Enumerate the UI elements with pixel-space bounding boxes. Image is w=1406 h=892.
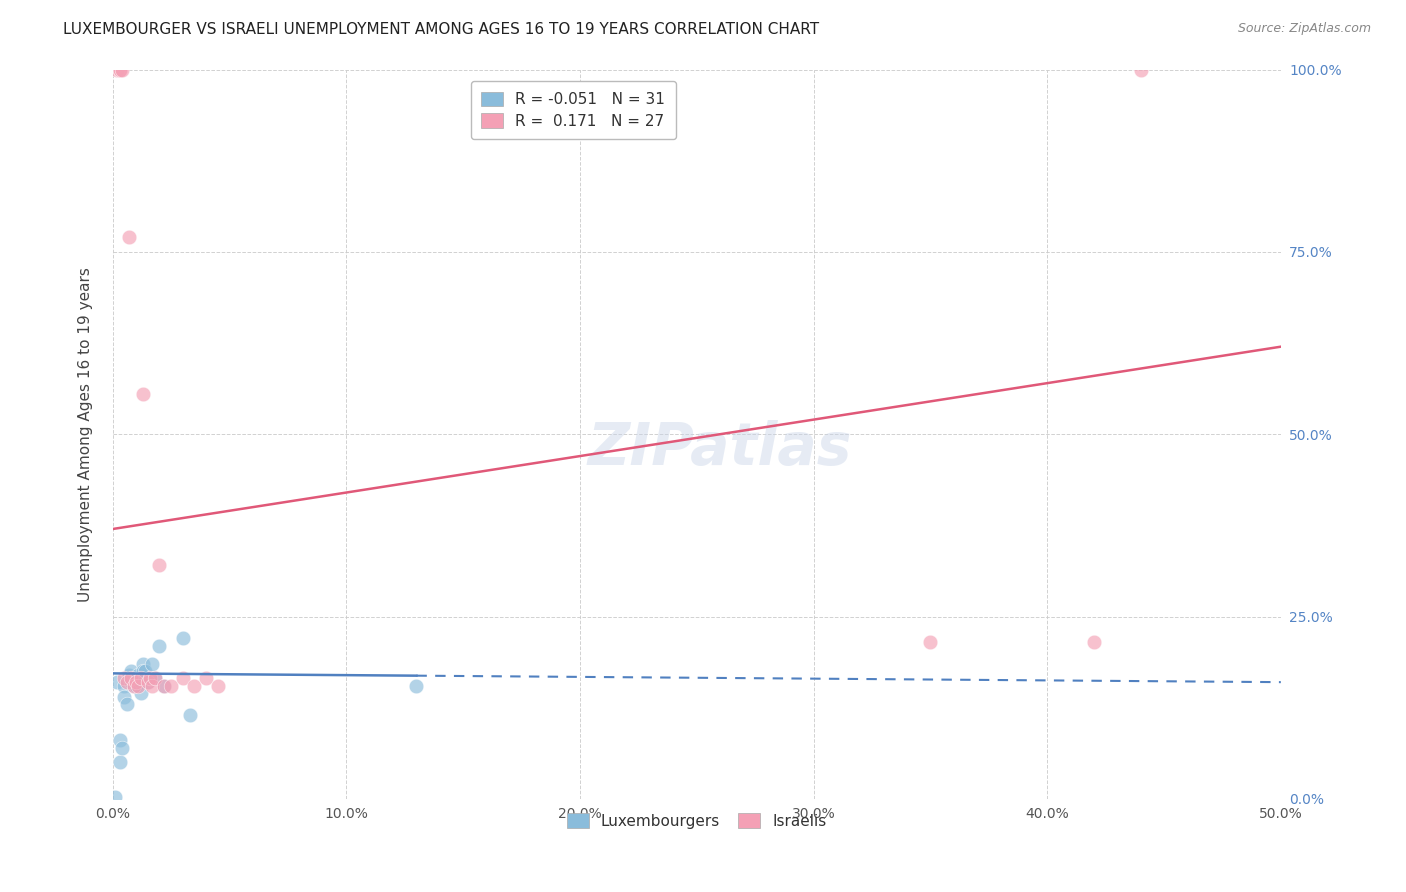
Point: [125, 675, 148, 690]
Point: [183, 679, 205, 693]
Point: [136, 675, 159, 690]
Point: [122, 679, 145, 693]
Point: [118, 668, 141, 682]
Point: [134, 664, 156, 678]
Point: [207, 679, 229, 693]
Point: [108, 733, 131, 747]
Point: [129, 672, 152, 686]
Point: [141, 679, 163, 693]
Point: [143, 672, 166, 686]
Point: [115, 675, 138, 690]
Point: [139, 672, 162, 686]
Point: [118, 230, 141, 244]
Point: [112, 690, 135, 704]
Point: [105, 675, 128, 690]
Point: [141, 657, 163, 671]
Point: [143, 672, 166, 686]
Point: [136, 675, 159, 690]
Point: [127, 668, 149, 682]
Point: [172, 672, 194, 686]
Point: [108, 62, 131, 77]
Point: [1129, 62, 1152, 77]
Point: [153, 679, 176, 693]
Point: [108, 756, 131, 770]
Point: [108, 62, 131, 77]
Point: [111, 740, 134, 755]
Text: Source: ZipAtlas.com: Source: ZipAtlas.com: [1237, 22, 1371, 36]
Text: ZIPatlas: ZIPatlas: [588, 420, 852, 477]
Point: [405, 679, 427, 693]
Point: [132, 387, 155, 401]
Point: [112, 679, 135, 693]
Point: [115, 697, 138, 711]
Point: [148, 558, 170, 573]
Point: [129, 686, 152, 700]
Point: [132, 657, 155, 671]
Point: [179, 708, 201, 723]
Point: [1083, 635, 1105, 649]
Point: [122, 672, 145, 686]
Point: [111, 62, 134, 77]
Point: [139, 672, 162, 686]
Point: [160, 679, 183, 693]
Point: [148, 639, 170, 653]
Point: [920, 635, 942, 649]
Point: [120, 664, 142, 678]
Point: [104, 789, 127, 804]
Point: [112, 672, 135, 686]
Point: [120, 675, 142, 690]
Text: LUXEMBOURGER VS ISRAELI UNEMPLOYMENT AMONG AGES 16 TO 19 YEARS CORRELATION CHART: LUXEMBOURGER VS ISRAELI UNEMPLOYMENT AMO…: [63, 22, 820, 37]
Point: [125, 679, 148, 693]
Point: [129, 675, 152, 690]
Point: [127, 679, 149, 693]
Point: [105, 62, 128, 77]
Point: [195, 672, 218, 686]
Point: [132, 664, 155, 678]
Point: [118, 672, 141, 686]
Legend: Luxembourgers, Israelis: Luxembourgers, Israelis: [561, 807, 832, 835]
Y-axis label: Unemployment Among Ages 16 to 19 years: Unemployment Among Ages 16 to 19 years: [79, 267, 93, 601]
Point: [172, 632, 194, 646]
Point: [153, 679, 176, 693]
Point: [122, 679, 145, 693]
Point: [125, 672, 148, 686]
Point: [120, 672, 142, 686]
